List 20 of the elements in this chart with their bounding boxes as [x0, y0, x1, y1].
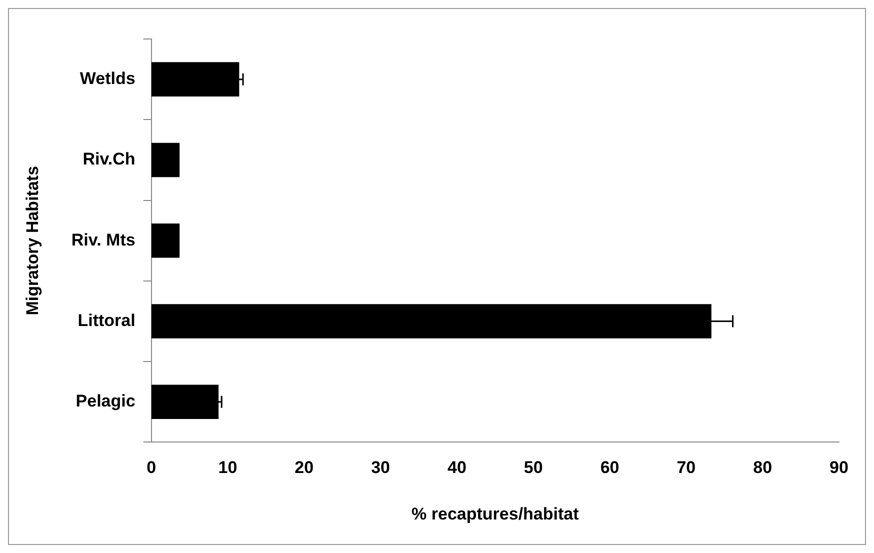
- x-tick-label: 10: [218, 458, 238, 478]
- x-tick-label: 80: [753, 458, 772, 478]
- y-tick-label: Pelagic: [76, 392, 136, 411]
- bar: [151, 223, 180, 258]
- x-tick-label: 30: [371, 458, 390, 478]
- x-tick-label: 40: [447, 458, 466, 478]
- x-axis-title: % recaptures/habitat: [412, 504, 580, 524]
- x-tick-label: 70: [676, 458, 696, 478]
- x-tick-label: 90: [830, 458, 848, 478]
- y-tick-label: Riv. Mts: [71, 230, 136, 250]
- x-tick-label: 0: [146, 458, 156, 478]
- x-tick-label: 50: [524, 458, 543, 478]
- y-axis-title: Migratory Habitats: [22, 166, 42, 316]
- bar: [151, 384, 219, 420]
- bar: [151, 142, 180, 178]
- y-tick-label: Littoral: [78, 310, 136, 330]
- y-tick-label: Riv.Ch: [82, 150, 136, 169]
- x-tick-label: 60: [600, 458, 620, 478]
- y-tick-label: Wetlds: [80, 69, 136, 88]
- x-tick-label: 20: [294, 458, 314, 478]
